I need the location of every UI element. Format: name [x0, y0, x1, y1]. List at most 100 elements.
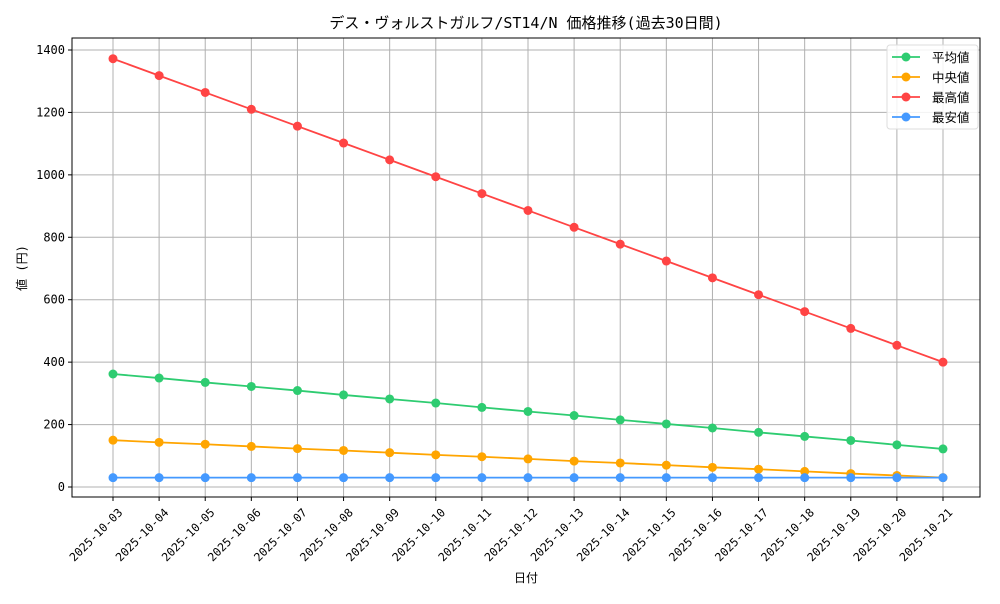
- data-point: [292, 444, 302, 454]
- legend-marker: [901, 52, 911, 62]
- data-point: [108, 473, 118, 483]
- data-point: [339, 138, 349, 148]
- plot-area-frame: [71, 37, 981, 498]
- data-point: [938, 444, 948, 454]
- x-axis-label: 日付: [514, 571, 538, 585]
- data-point: [754, 290, 764, 300]
- chart-title: デス・ヴォルストガルフ/ST14/N 価格推移(過去30日間): [329, 14, 722, 32]
- y-tick-label: 800: [43, 230, 65, 244]
- data-point: [385, 473, 395, 483]
- data-point: [661, 419, 671, 429]
- data-point: [892, 473, 902, 483]
- series-3: [108, 473, 948, 483]
- data-point: [800, 473, 810, 483]
- data-point: [523, 406, 533, 416]
- data-point: [615, 239, 625, 249]
- data-point: [246, 473, 256, 483]
- data-point: [339, 390, 349, 400]
- data-point: [615, 473, 625, 483]
- legend-label: 平均値: [932, 50, 970, 65]
- legend-marker: [901, 112, 911, 122]
- data-point: [477, 402, 487, 412]
- data-point: [754, 464, 764, 474]
- data-point: [707, 462, 717, 472]
- data-point: [661, 473, 671, 483]
- data-point: [892, 340, 902, 350]
- data-point: [846, 435, 856, 445]
- data-point: [846, 473, 856, 483]
- legend-label: 最高値: [932, 90, 970, 105]
- data-point: [569, 456, 579, 466]
- data-point: [246, 104, 256, 114]
- data-point: [246, 441, 256, 451]
- data-point: [385, 394, 395, 404]
- data-point: [200, 87, 210, 97]
- legend-marker: [901, 72, 911, 82]
- data-point: [707, 473, 717, 483]
- legend-marker: [901, 92, 911, 102]
- data-point: [339, 473, 349, 483]
- data-point: [339, 445, 349, 455]
- data-point: [385, 155, 395, 165]
- y-tick-label: 200: [43, 418, 65, 432]
- legend-label: 最安値: [932, 110, 970, 125]
- y-tick-label: 400: [43, 355, 65, 369]
- data-point: [200, 377, 210, 387]
- data-point: [800, 466, 810, 476]
- legend-label: 中央値: [932, 70, 970, 85]
- data-point: [754, 427, 764, 437]
- data-point: [846, 323, 856, 333]
- data-point: [477, 473, 487, 483]
- data-point: [200, 439, 210, 449]
- data-point: [385, 448, 395, 458]
- data-point: [292, 473, 302, 483]
- data-point: [431, 473, 441, 483]
- data-point: [707, 273, 717, 283]
- data-point: [707, 423, 717, 433]
- series-2: [108, 54, 948, 367]
- data-point: [154, 437, 164, 447]
- legend-box: [886, 44, 979, 130]
- data-point: [431, 172, 441, 182]
- data-point: [292, 386, 302, 396]
- y-tick-label: 0: [58, 480, 65, 494]
- data-point: [108, 54, 118, 64]
- data-point: [108, 369, 118, 379]
- data-point: [523, 454, 533, 464]
- data-point: [431, 398, 441, 408]
- data-point: [246, 381, 256, 391]
- data-point: [800, 307, 810, 317]
- data-point: [661, 256, 671, 266]
- data-point: [892, 440, 902, 450]
- data-point: [569, 411, 579, 421]
- data-point: [754, 473, 764, 483]
- data-point: [523, 205, 533, 215]
- y-tick-label: 1400: [36, 43, 65, 57]
- data-point: [615, 415, 625, 425]
- data-point: [477, 452, 487, 462]
- series-1: [108, 435, 948, 483]
- data-point: [800, 431, 810, 441]
- data-point: [938, 357, 948, 367]
- data-point: [108, 435, 118, 445]
- data-point: [661, 460, 671, 470]
- data-point: [615, 458, 625, 468]
- data-point: [431, 450, 441, 460]
- data-point: [154, 373, 164, 383]
- y-tick-label: 1000: [36, 168, 65, 182]
- y-axis-label: 値 (円): [14, 245, 29, 291]
- data-point: [154, 473, 164, 483]
- data-point: [569, 222, 579, 232]
- data-point: [477, 189, 487, 199]
- data-point: [154, 71, 164, 81]
- y-tick-label: 600: [43, 293, 65, 307]
- series-0: [108, 369, 948, 454]
- y-tick-label: 1200: [36, 105, 65, 119]
- data-point: [523, 473, 533, 483]
- data-point: [292, 121, 302, 131]
- data-point: [569, 473, 579, 483]
- data-point: [938, 473, 948, 483]
